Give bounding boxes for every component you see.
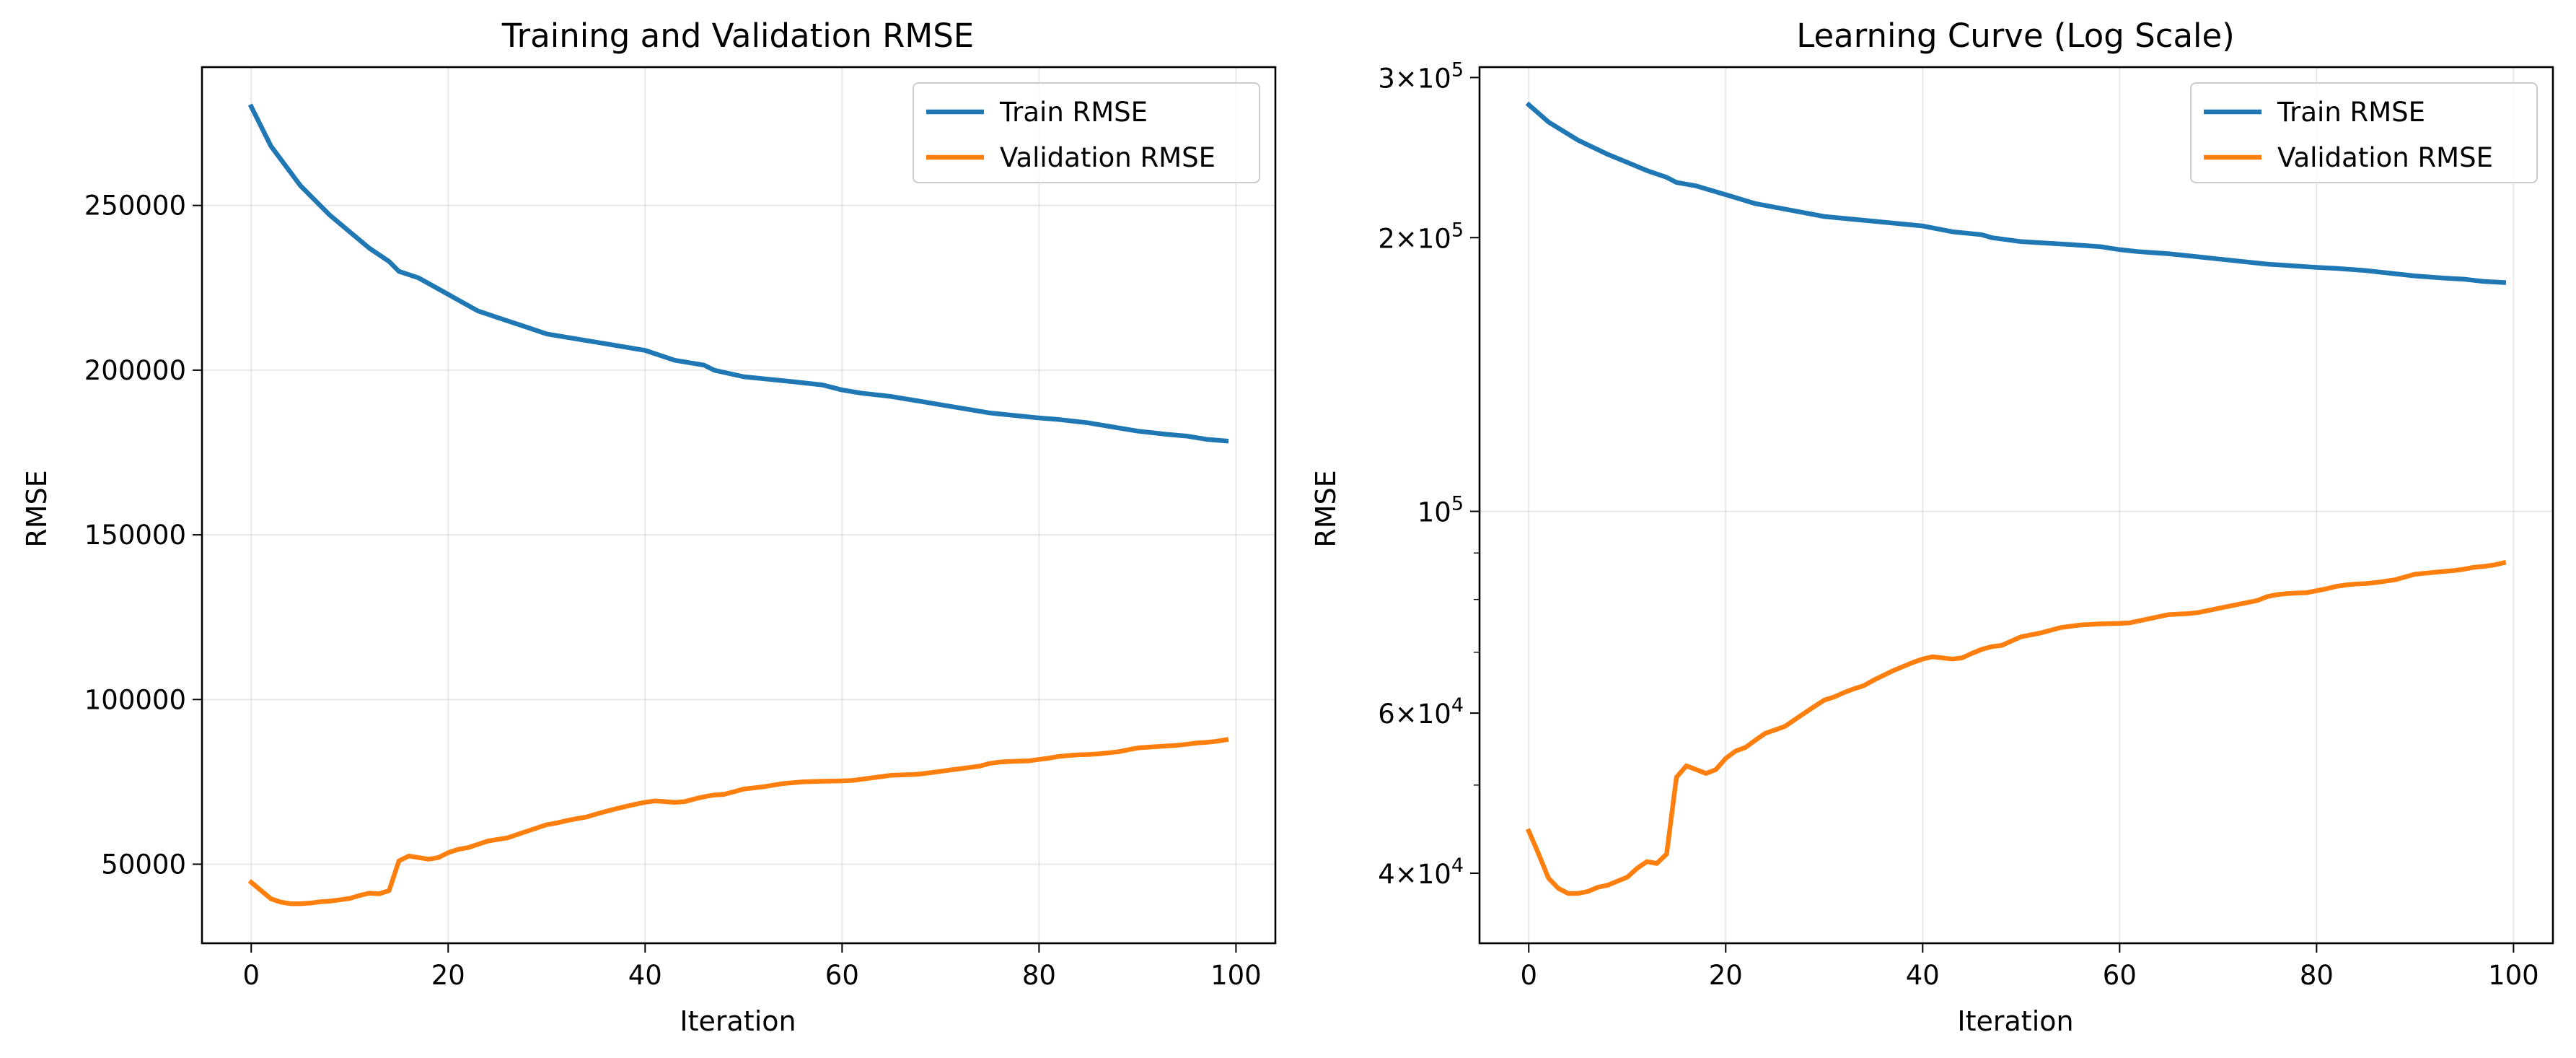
series-line-validation-rmse <box>1526 559 2507 896</box>
chart-title: Learning Curve (Log Scale) <box>1796 17 2235 55</box>
x-tick-label: 80 <box>2300 960 2334 991</box>
x-axis-label: Iteration <box>1957 1005 2073 1037</box>
plot-frame <box>201 66 1277 945</box>
y-tick-label: 100000 <box>84 684 186 715</box>
x-tick-label: 0 <box>1520 960 1537 991</box>
x-tick-label: 100 <box>2488 960 2539 991</box>
y-tick-label: 200000 <box>84 355 186 386</box>
legend-entry-label: Train RMSE <box>2277 97 2425 128</box>
chart-title: Training and Validation RMSE <box>501 17 974 55</box>
x-tick-label: 20 <box>431 960 465 991</box>
legend-entry-label: Validation RMSE <box>1000 142 1216 173</box>
x-tick-label: 80 <box>1022 960 1056 991</box>
x-tick-label: 60 <box>2103 960 2137 991</box>
legend-entry-label: Train RMSE <box>999 97 1148 128</box>
y-tick-label: 6×104 <box>1378 694 1464 730</box>
y-tick-label: 250000 <box>84 191 186 222</box>
y-axis-label: RMSE <box>1310 470 1342 547</box>
y-axis-label: RMSE <box>21 470 53 547</box>
y-tick-label: 3×105 <box>1378 58 1464 94</box>
y-tick-label: 150000 <box>84 520 186 551</box>
series-line-validation-rmse <box>247 737 1229 906</box>
plot-frame <box>1478 66 2554 945</box>
x-tick-label: 0 <box>242 960 260 991</box>
series-line-train-rmse <box>1525 101 2507 285</box>
x-axis-label: Iteration <box>680 1005 796 1037</box>
series-line-train-rmse <box>247 103 1229 444</box>
legend <box>913 82 1260 183</box>
x-tick-label: 60 <box>825 960 859 991</box>
legend-entry-label: Validation RMSE <box>2277 142 2493 173</box>
y-tick-label: 50000 <box>101 849 186 880</box>
y-tick-label: 4×104 <box>1378 854 1464 890</box>
x-tick-label: 100 <box>1210 960 1262 991</box>
legend <box>2190 82 2538 183</box>
x-tick-label: 40 <box>1906 960 1940 991</box>
x-tick-label: 40 <box>628 960 662 991</box>
rmse-log-chart: Learning Curve (Log Scale) Iteration RMS… <box>1310 17 2554 1037</box>
rmse-linear-chart: Training and Validation RMSE Iteration R… <box>21 17 1277 1037</box>
y-tick-label: 105 <box>1417 493 1464 528</box>
x-tick-label: 20 <box>1709 960 1743 991</box>
y-tick-label: 2×105 <box>1378 219 1464 254</box>
